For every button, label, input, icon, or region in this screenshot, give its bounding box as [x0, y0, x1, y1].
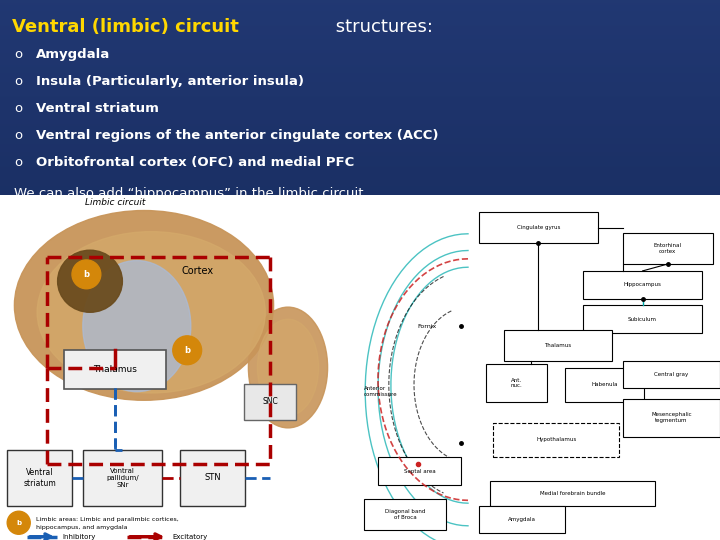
Text: Ventral striatum: Ventral striatum [36, 102, 159, 115]
Text: Cortex: Cortex [182, 266, 214, 276]
Text: Ant.
nuc.: Ant. nuc. [510, 377, 523, 388]
Text: Excitatory: Excitatory [172, 534, 207, 540]
Text: b: b [184, 346, 190, 355]
Text: Amygdala: Amygdala [36, 48, 110, 61]
Ellipse shape [37, 232, 265, 393]
Bar [486, 364, 547, 402]
Text: Amygdala: Amygdala [508, 517, 536, 522]
Text: Central gray: Central gray [654, 372, 688, 377]
Text: o: o [14, 156, 22, 169]
Bar [623, 233, 713, 264]
Bar [583, 306, 702, 333]
Text: Mesencephalic
tegmentum: Mesencephalic tegmentum [651, 412, 692, 423]
Ellipse shape [248, 307, 328, 428]
Text: Ventral regions of the anterior cingulate cortex (ACC): Ventral regions of the anterior cingulat… [36, 129, 438, 142]
Text: Subiculum: Subiculum [628, 316, 657, 322]
Text: b: b [16, 519, 22, 526]
Text: o: o [14, 129, 22, 142]
Text: hippocampus, and amygdala: hippocampus, and amygdala [36, 525, 127, 530]
Bar [479, 212, 598, 244]
Text: b: b [84, 270, 89, 279]
Text: Ventral
striatum: Ventral striatum [23, 468, 56, 488]
Text: Anterior
commissure: Anterior commissure [364, 386, 397, 397]
Circle shape [7, 511, 30, 534]
Text: Diagonal band
of Broca: Diagonal band of Broca [384, 509, 426, 519]
Text: Hypothalamus: Hypothalamus [536, 437, 576, 442]
Bar [565, 368, 644, 402]
Bar [504, 329, 612, 361]
Text: Septal area: Septal area [403, 469, 436, 474]
Text: Orbitofrontal cortex (OFC) and medial PFC: Orbitofrontal cortex (OFC) and medial PF… [36, 156, 354, 169]
Text: Cingulate gyrus: Cingulate gyrus [516, 225, 560, 230]
Text: Habenula: Habenula [592, 382, 618, 387]
Text: We can also add “hippocampus” in the limbic circuit.: We can also add “hippocampus” in the lim… [14, 187, 368, 200]
Bar [364, 498, 446, 530]
Text: Thalamus: Thalamus [94, 364, 137, 374]
Bar [479, 505, 565, 533]
Bar [493, 423, 619, 457]
Text: o: o [14, 102, 22, 115]
Text: SNC: SNC [262, 397, 278, 407]
FancyBboxPatch shape [244, 384, 296, 420]
Bar [583, 271, 702, 299]
Bar [623, 399, 720, 436]
Text: Limbic areas: Limbic and paralimbic cortices,: Limbic areas: Limbic and paralimbic cort… [36, 517, 179, 522]
Bar [378, 457, 461, 485]
Bar [360, 195, 720, 540]
Text: Ventral (limbic) circuit: Ventral (limbic) circuit [12, 18, 239, 36]
Bar [623, 361, 720, 388]
Text: Medial forebrain bundle: Medial forebrain bundle [540, 491, 605, 496]
Text: Inhibitory: Inhibitory [62, 534, 96, 540]
Ellipse shape [83, 261, 191, 392]
FancyBboxPatch shape [64, 350, 166, 389]
Text: o: o [14, 48, 22, 61]
Ellipse shape [258, 319, 319, 416]
Bar [0, 195, 360, 540]
Text: o: o [14, 75, 22, 88]
Text: STN: STN [204, 474, 221, 482]
Text: Vontral
pallidum/
SNr: Vontral pallidum/ SNr [106, 468, 139, 488]
Bar [83, 450, 162, 505]
Bar [180, 450, 245, 505]
Text: Thalamus: Thalamus [544, 342, 572, 348]
Ellipse shape [58, 250, 122, 312]
Text: Insula (Particularly, anterior insula): Insula (Particularly, anterior insula) [36, 75, 304, 88]
Text: Entorhinal
cortex: Entorhinal cortex [654, 243, 682, 254]
Text: Fornix: Fornix [418, 323, 437, 329]
Circle shape [72, 260, 101, 289]
Ellipse shape [14, 211, 274, 400]
Text: structures:: structures: [330, 18, 433, 36]
Text: Limbic circuit: Limbic circuit [85, 198, 145, 207]
Bar [490, 481, 655, 505]
Circle shape [173, 336, 202, 364]
Text: Hippocampus: Hippocampus [624, 282, 662, 287]
Bar [7, 450, 72, 505]
